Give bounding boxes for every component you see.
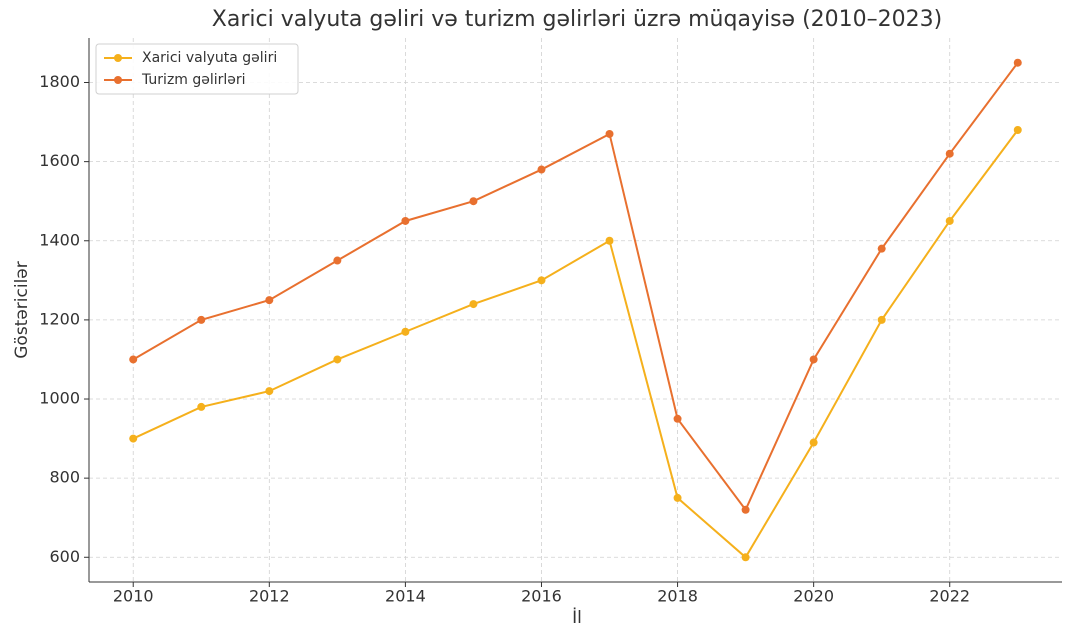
x-tick-label: 2018 [657, 587, 698, 606]
point [469, 300, 478, 309]
point [877, 315, 886, 324]
point [333, 355, 342, 364]
legend-label: Xarici valyuta gəliri [142, 50, 277, 66]
point [945, 149, 954, 158]
point [197, 315, 206, 324]
point [401, 327, 410, 336]
point [673, 493, 682, 502]
legend-marker [114, 54, 122, 62]
line [132, 62, 1019, 512]
point [265, 387, 274, 396]
point [1013, 125, 1022, 134]
point [741, 553, 750, 562]
chart-title: Xarici valyuta gəliri və turizm gəlirlər… [212, 7, 942, 32]
x-tick-label: 2012 [249, 587, 290, 606]
point [809, 438, 818, 447]
point [673, 414, 682, 423]
y-tick-label: 1600 [39, 151, 80, 170]
x-axis-label: İl [572, 607, 582, 628]
y-tick-label: 600 [49, 547, 80, 566]
point [537, 165, 546, 174]
x-tick-label: 2014 [385, 587, 426, 606]
point [945, 216, 954, 225]
x-tick-label: 2020 [793, 587, 834, 606]
line [132, 129, 1019, 559]
point [469, 197, 478, 206]
point [605, 236, 614, 245]
x-tick-label: 2016 [521, 587, 562, 606]
point [877, 244, 886, 253]
point [605, 129, 614, 138]
legend-box [95, 43, 299, 95]
point [197, 402, 206, 411]
legend: Xarici valyuta gəliri Turizm gəlirləri [95, 43, 299, 95]
y-axis-label: Göstəricilər [12, 261, 32, 359]
x-tick-label: 2022 [929, 587, 970, 606]
point [1013, 58, 1022, 67]
y-tick-label: 800 [49, 468, 80, 487]
legend-label: Turizm gəlirləri [141, 72, 246, 88]
y-tick-label: 1400 [39, 230, 80, 249]
point [265, 296, 274, 305]
point [333, 256, 342, 265]
legend-marker [114, 76, 122, 84]
y-tick-label: 1200 [39, 309, 80, 328]
point [129, 434, 138, 443]
point [401, 216, 410, 225]
y-tick-label: 1000 [39, 389, 80, 408]
point [129, 355, 138, 364]
point [537, 276, 546, 285]
x-tick-label: 2010 [113, 587, 154, 606]
point [809, 355, 818, 364]
point [741, 505, 750, 514]
y-tick-label: 1800 [39, 72, 80, 91]
